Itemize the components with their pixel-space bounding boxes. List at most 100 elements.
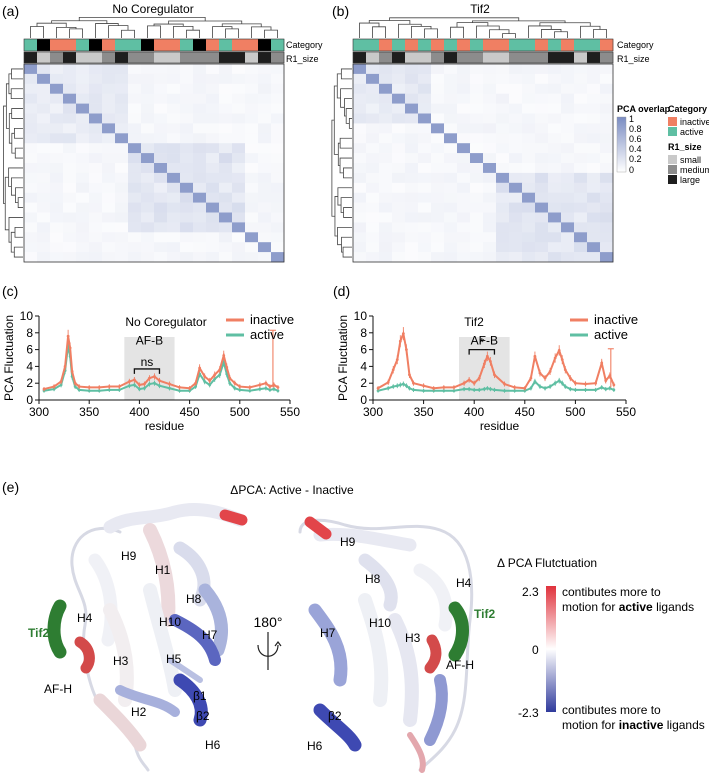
- heatmap-cell: [418, 163, 432, 174]
- heatmap-cell: [37, 123, 51, 134]
- heatmap-cell: [522, 133, 536, 144]
- heatmap-cell: [154, 64, 168, 75]
- data-point-active: [604, 387, 608, 391]
- rotation-arrowhead-icon: [274, 641, 282, 647]
- heatmap-cell: [587, 182, 601, 193]
- left-label-h7: H7: [202, 628, 218, 642]
- heatmap-cell: [63, 153, 77, 164]
- x-tick-label: 450: [180, 405, 200, 419]
- chart-title: Tif2: [464, 315, 484, 329]
- heatmap-cell: [37, 232, 51, 243]
- heatmap-cell: [232, 123, 246, 134]
- heatmap-cell: [483, 103, 497, 114]
- heatmap-cell: [522, 153, 536, 164]
- heatmap-cell: [76, 222, 90, 233]
- category-cell: [115, 39, 129, 51]
- heatmap-cell: [431, 113, 445, 124]
- right-label-h6: H6: [307, 739, 323, 753]
- heatmap-cell: [353, 172, 367, 184]
- x-axis-label: residue: [480, 419, 520, 433]
- dendrogram-branch: [11, 108, 23, 119]
- data-point-active: [513, 389, 517, 393]
- heatmap-a-row-dendrogram: [3, 68, 23, 258]
- x-tick-label: 400: [464, 405, 484, 419]
- dendrogram-branch: [348, 118, 352, 129]
- left-label-tif2: Tif2: [28, 626, 49, 640]
- dendrogram-branch: [147, 25, 161, 38]
- left-helix-h1: [143, 523, 176, 627]
- heatmap-cell: [431, 192, 445, 203]
- heatmap-cell: [366, 133, 380, 144]
- heatmap-cell: [76, 83, 90, 94]
- heatmap-cell: [548, 133, 562, 144]
- heatmap-cell: [245, 123, 259, 134]
- heatmap-cell: [128, 83, 142, 94]
- heatmap-cell: [444, 222, 458, 233]
- data-point-active: [529, 386, 533, 390]
- heatmap-cell: [76, 192, 90, 203]
- heatmap-cell: [258, 103, 272, 114]
- category-legend-title: Category: [668, 104, 707, 114]
- r1-size-cell: [587, 52, 601, 63]
- heatmap-cell: [24, 73, 38, 85]
- heatmap-cell: [405, 64, 419, 75]
- heatmap-cell: [206, 133, 220, 144]
- heatmap-cell: [353, 83, 367, 94]
- y-tick-label: 2: [26, 376, 33, 390]
- left-strand-b: [167, 657, 203, 683]
- heatmap-cell: [115, 93, 129, 104]
- left-label-afh: AF-H: [44, 682, 72, 696]
- heatmap-cell: [509, 93, 523, 104]
- heatmap-cell: [587, 113, 601, 124]
- y-tick-label: 4: [360, 359, 367, 373]
- heatmap-cell: [535, 222, 549, 233]
- x-tick-label: 500: [565, 405, 585, 419]
- x-tick-label: 400: [129, 405, 149, 419]
- data-point-inactive: [442, 386, 446, 389]
- left-helix-h7: [198, 583, 229, 657]
- data-point-active: [548, 385, 552, 388]
- heatmap-cell: [366, 123, 380, 134]
- heatmap-cell: [522, 83, 536, 94]
- heatmap-cell: [193, 153, 207, 164]
- heatmap-cell: [141, 192, 155, 203]
- r1-size-cell: [102, 52, 116, 63]
- r1-size-cell: [245, 52, 259, 63]
- heatmap-cell: [548, 202, 562, 213]
- heatmap-cell: [154, 113, 168, 124]
- dendrogram-branch: [78, 16, 206, 22]
- heatmap-cell: [470, 123, 484, 134]
- heatmap-cell: [379, 192, 393, 203]
- heatmap-cell: [206, 103, 220, 114]
- heatmap-cell: [141, 252, 155, 263]
- heatmap-cell: [37, 103, 51, 114]
- overlap-tick-04: 0.4: [629, 144, 642, 154]
- heatmap-cell: [379, 232, 393, 243]
- heatmap-cell: [600, 202, 614, 213]
- heatmap-cell: [353, 64, 367, 75]
- heatmap-cell: [89, 182, 103, 193]
- heatmap-cell: [89, 143, 103, 154]
- heatmap-cell: [509, 163, 523, 174]
- heatmap-cell: [258, 182, 272, 193]
- heatmap-cell: [379, 143, 393, 154]
- r1-legend-swatch-large: [668, 175, 677, 184]
- heatmap-cell: [258, 123, 272, 134]
- heatmap-cell: [366, 64, 380, 75]
- heatmap-cell: [405, 202, 419, 213]
- heatmap-cell: [587, 133, 601, 144]
- r1-size-cell: [63, 52, 77, 63]
- data-point-inactive: [543, 376, 547, 380]
- category-cell: [574, 39, 588, 51]
- heatmap-cell: [271, 153, 285, 164]
- heatmap-cell: [258, 83, 272, 94]
- heatmap-cell: [366, 202, 380, 213]
- heatmap-cell: [405, 153, 419, 164]
- heatmap-cell: [206, 93, 220, 104]
- heatmap-cell: [431, 182, 445, 193]
- series-line-active: [43, 345, 279, 392]
- heatmap-cell: [548, 143, 562, 154]
- heatmap-cell: [535, 163, 549, 174]
- heatmap-cell: [353, 232, 367, 243]
- heatmap-cell: [219, 163, 233, 174]
